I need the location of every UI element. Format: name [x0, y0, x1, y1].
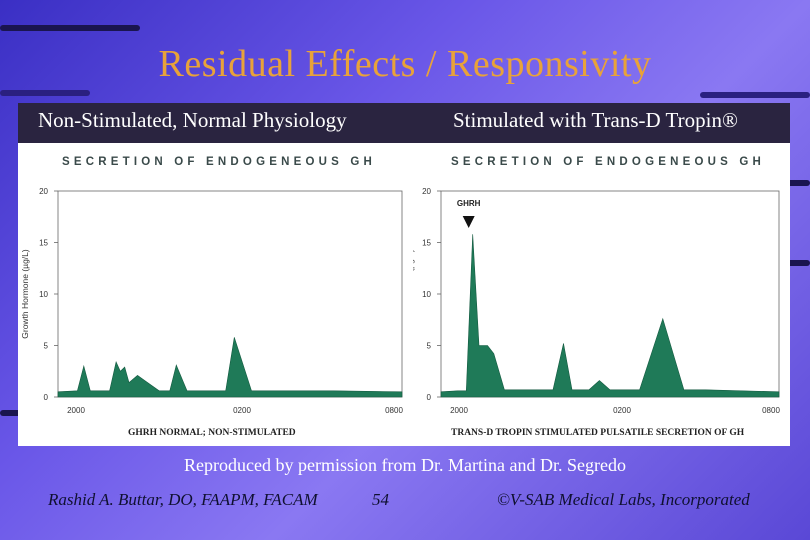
footer-company: ©V-SAB Medical Labs, Incorporated: [497, 490, 750, 509]
chart-caption: TRANS-D TROPIN STIMULATED PULSATILE SECR…: [451, 428, 745, 438]
y-tick-label: 20: [422, 187, 431, 196]
chart-caption: GHRH NORMAL; NON-STIMULATED: [128, 428, 296, 438]
y-tick-label: 5: [44, 342, 49, 351]
y-axis-label: Growth Hormone (µg/L): [20, 249, 30, 339]
x-tick-label: 2000: [67, 406, 85, 415]
decor-stripe: [0, 25, 140, 31]
right-panel-header: Stimulated with Trans-D Tropin®: [453, 108, 738, 132]
y-tick-label: 10: [39, 290, 48, 299]
y-tick-label: 0: [427, 393, 432, 402]
left-chart: SECRETION OF ENDOGENEOUS GH 0 5 10 15 20 Growt…: [20, 156, 403, 438]
right-chart: SECRETION OF ENDOGENEOUS GH 0 5 10 15 20 Growt…: [413, 156, 780, 438]
x-tick-label: 0800: [385, 406, 403, 415]
decor-stripe: [0, 90, 90, 96]
decor-stripe: [700, 92, 810, 98]
gh-secretion-area: [57, 337, 403, 398]
footer-author: Rashid A. Buttar, DO, FAAPM, FACAM: [48, 490, 318, 509]
y-tick-label: 15: [422, 239, 431, 248]
chart-title: SECRETION OF ENDOGENEOUS GH: [451, 156, 765, 168]
chart-title: SECRETION OF ENDOGENEOUS GH: [62, 156, 376, 168]
ghrh-marker-arrow: [462, 216, 475, 228]
gh-secretion-area: [440, 234, 780, 398]
y-tick-label: 0: [44, 393, 49, 402]
ghrh-annotation: GHRH: [457, 199, 481, 208]
y-tick-label: 5: [427, 342, 432, 351]
x-tick-label: 0800: [762, 406, 780, 415]
y-tick-label: 15: [39, 239, 48, 248]
y-tick-label: 20: [39, 187, 48, 196]
slide-title: Residual Effects / Responsivity: [158, 43, 652, 85]
credit-text: Reproduced by permission from Dr. Martin…: [184, 455, 626, 475]
left-panel-header: Non-Stimulated, Normal Physiology: [38, 108, 347, 132]
footer-page-number: 54: [372, 490, 389, 509]
x-tick-label: 2000: [450, 406, 468, 415]
y-axis-label: Growth Hormone (µg/L): [413, 249, 415, 339]
y-tick-label: 10: [422, 290, 431, 299]
x-tick-label: 0200: [613, 406, 631, 415]
x-tick-label: 0200: [233, 406, 251, 415]
